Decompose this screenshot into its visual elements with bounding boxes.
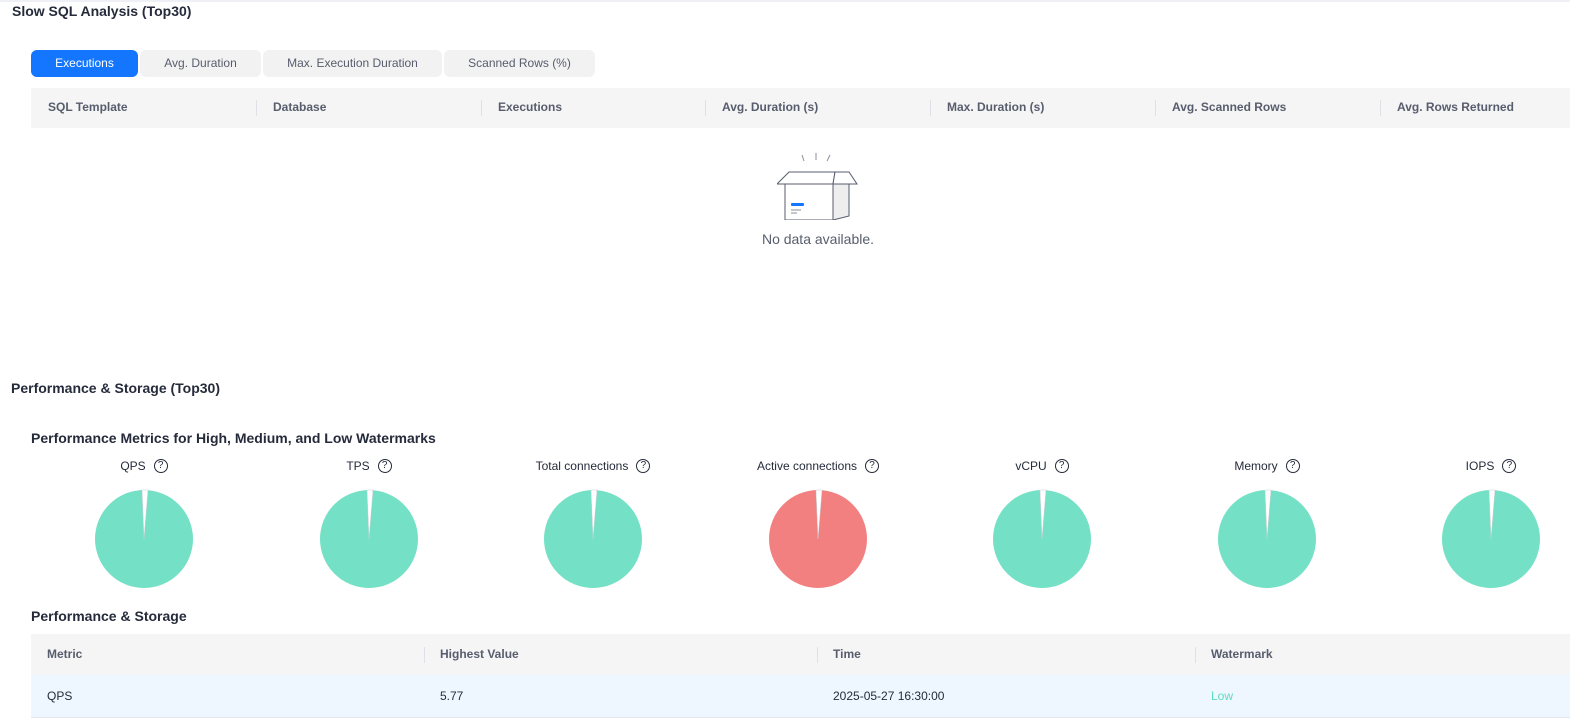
gauge-label: vCPU [1015,459,1047,473]
gauge-total-connections: Total connections? [493,455,693,589]
gauge-label: IOPS [1465,459,1495,473]
tab-executions[interactable]: Executions [31,50,138,77]
gauge-pie [95,489,193,588]
empty-state-text: No data available. [761,231,875,247]
column-highest-value: Highest Value [424,634,817,675]
pie-marker [366,489,374,540]
cell-time: 2025-05-27 16:30:00 [833,689,945,703]
gauge-qps: QPS? [44,455,244,589]
slow-sql-table-header: SQL Template Database Executions Avg. Du… [31,88,1570,128]
performance-table-header: Metric Highest Value Time Watermark [31,634,1570,675]
gauge-pie [993,489,1091,588]
help-icon[interactable]: ? [1502,459,1517,473]
help-icon[interactable]: ? [1285,459,1300,473]
gauge-pie [1442,489,1540,588]
cell-metric: QPS [47,689,73,703]
slow-sql-tabs: Executions Avg. Duration Max. Execution … [31,50,595,77]
column-avg-duration[interactable]: Avg. Duration (s) [705,88,930,128]
gauge-pie [769,489,867,588]
cell-watermark: Low [1211,689,1234,703]
pie-marker [141,489,149,540]
pie-marker [1488,489,1496,540]
gauge-pie [1218,489,1316,588]
gauge-label: Memory [1234,459,1278,473]
gauge-active-connections: Active connections? [718,455,918,589]
section-title-slow-sql: Slow SQL Analysis (Top30) [12,3,192,19]
gauge-iops: IOPS? [1391,455,1570,589]
section-title-performance: Performance & Storage (Top30) [11,380,221,396]
gauge-label: Total connections [535,459,629,473]
tab-max-execution-duration[interactable]: Max. Execution Duration [263,50,442,77]
gauge-label: Active connections [756,459,858,473]
column-database[interactable]: Database [256,88,481,128]
column-metric: Metric [47,647,83,661]
column-avg-scanned-rows[interactable]: Avg. Scanned Rows [1155,88,1380,128]
column-avg-rows-returned[interactable]: Avg. Rows Returned [1380,88,1570,128]
help-icon[interactable]: ? [153,459,168,473]
gauge-vcpu: vCPU? [942,455,1142,589]
gauge-pie [320,489,418,588]
gauge-pie [544,489,642,588]
pie-marker [815,489,823,540]
column-time: Time [817,634,1195,675]
help-icon[interactable]: ? [1054,459,1069,473]
top-divider [0,0,1570,2]
pie-marker [590,489,598,540]
gauge-tps: TPS? [269,455,469,589]
help-icon[interactable]: ? [636,459,651,473]
column-sql-template[interactable]: SQL Template [48,100,128,114]
watermarks-title: Performance Metrics for High, Medium, an… [31,430,436,446]
pie-marker [1039,489,1047,540]
table-row: QPS 5.77 2025-05-27 16:30:00 Low [31,675,1570,718]
pie-marker [1264,489,1272,540]
gauge-label: TPS [346,459,370,473]
gauge-memory: Memory? [1167,455,1367,589]
tab-scanned-rows[interactable]: Scanned Rows (%) [444,50,595,77]
empty-box-icon [777,153,858,220]
help-icon[interactable]: ? [377,459,392,473]
empty-state: No data available. [740,150,896,247]
column-executions[interactable]: Executions [481,88,705,128]
gauge-label: QPS [120,459,146,473]
help-icon[interactable]: ? [865,459,880,473]
tab-avg-duration[interactable]: Avg. Duration [140,50,261,77]
performance-table-title: Performance & Storage [31,608,187,624]
column-max-duration[interactable]: Max. Duration (s) [930,88,1155,128]
cell-highest-value: 5.77 [440,689,464,703]
column-watermark: Watermark [1195,634,1570,675]
